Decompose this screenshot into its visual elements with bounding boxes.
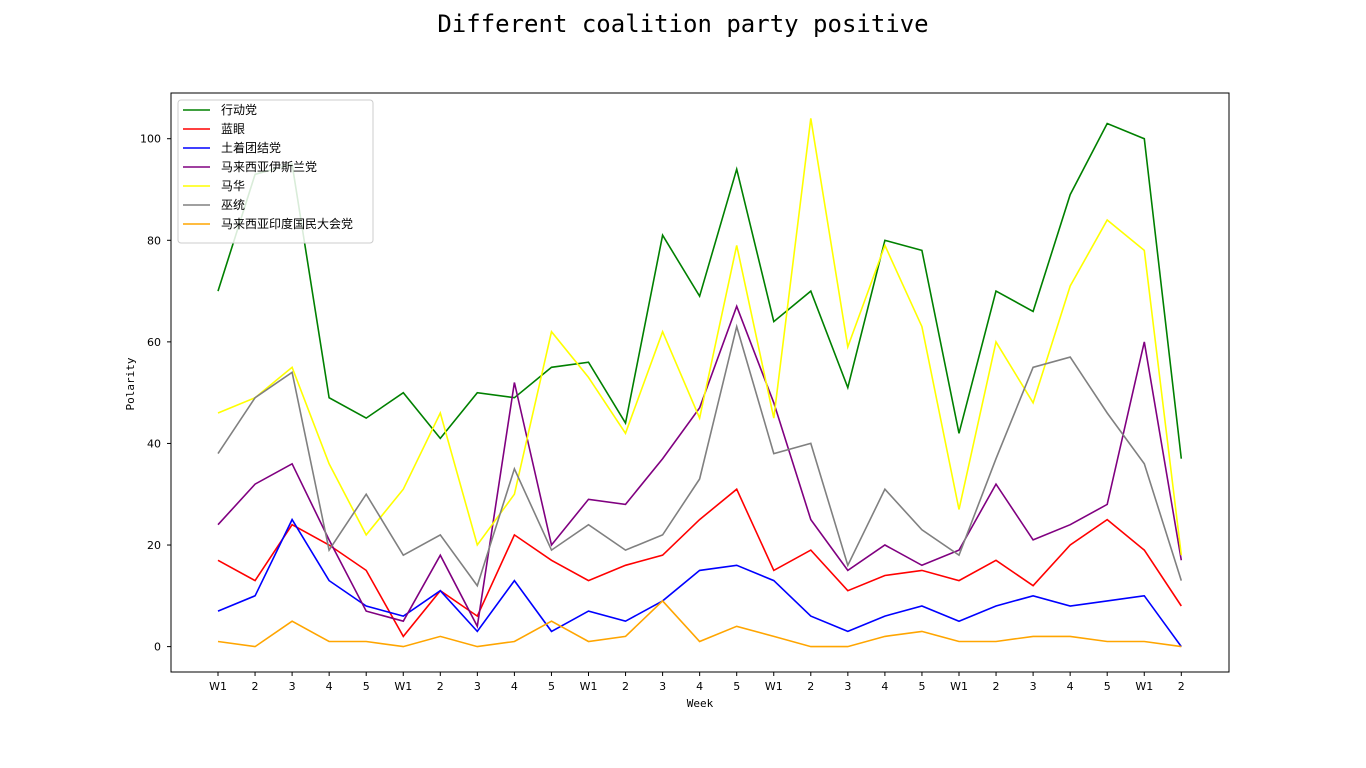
x-tick-label: 4 — [1067, 680, 1074, 693]
legend-label: 马来西亚伊斯兰党 — [221, 159, 317, 174]
legend-label: 蓝眼 — [221, 122, 245, 136]
x-tick-label: 4 — [326, 680, 333, 693]
x-tick-label: W1 — [1135, 680, 1153, 693]
x-tick-label: 3 — [1030, 680, 1037, 693]
series-line-0 — [217, 122, 1183, 459]
x-tick-label: 5 — [1104, 680, 1111, 693]
y-tick-label: 80 — [147, 234, 161, 247]
legend-label: 行动党 — [221, 102, 257, 117]
x-axis: W1 2 3 4 5 W1 2 3 4 5 W1 2 3 4 5 W1 2 3 4 5 W1 2 3 4 5 W1 2 — [209, 672, 1185, 693]
x-tick-label: 5 — [363, 680, 370, 693]
legend-box — [177, 99, 374, 244]
y-axis-label: Polarity — [124, 357, 137, 410]
x-tick-label: 2 — [993, 680, 1000, 693]
y-tick-label: 20 — [147, 539, 161, 552]
x-tick-label: 3 — [289, 680, 296, 693]
x-tick-label: 5 — [548, 680, 555, 693]
y-axis: 0 20 40 60 80 100 — [140, 133, 171, 654]
x-tick-label: W1 — [394, 680, 412, 693]
x-tick-label: 2 — [807, 680, 814, 693]
series-line-5 — [217, 323, 1183, 588]
series-line-6 — [217, 599, 1182, 648]
y-tick-label: 60 — [147, 336, 161, 349]
series-line-4 — [217, 118, 1183, 556]
legend-label: 马来西亚印度国民大会党 — [221, 216, 353, 231]
series-lines — [217, 118, 1183, 648]
legend-label: 巫统 — [221, 198, 245, 212]
x-tick-label: 3 — [474, 680, 481, 693]
x-tick-label: 3 — [844, 680, 851, 693]
chart-title: Different coalition party positive — [437, 10, 928, 38]
y-tick-label: 40 — [147, 437, 161, 450]
x-tick-label: 2 — [622, 680, 629, 693]
x-tick-label: W1 — [580, 680, 598, 693]
x-tick-label: W1 — [950, 680, 968, 693]
series-line-2 — [217, 517, 1182, 648]
x-tick-label: 4 — [881, 680, 888, 693]
series-line-1 — [217, 487, 1182, 638]
series-line-3 — [217, 304, 1183, 629]
x-axis-label: Week — [687, 697, 714, 710]
x-tick-label: 2 — [1178, 680, 1185, 693]
x-tick-label: 2 — [437, 680, 444, 693]
legend-label: 土着团结党 — [221, 140, 281, 155]
y-tick-label: 100 — [140, 133, 161, 146]
x-tick-label: 4 — [696, 680, 703, 693]
x-tick-label: W1 — [765, 680, 783, 693]
x-tick-label: 5 — [733, 680, 740, 693]
y-tick-label: 0 — [154, 641, 161, 654]
x-tick-label: W1 — [209, 680, 227, 693]
x-tick-label: 4 — [511, 680, 518, 693]
x-tick-label: 3 — [659, 680, 666, 693]
x-tick-label: 5 — [918, 680, 925, 693]
x-tick-label: 2 — [252, 680, 259, 693]
legend-label: 马华 — [221, 179, 245, 193]
